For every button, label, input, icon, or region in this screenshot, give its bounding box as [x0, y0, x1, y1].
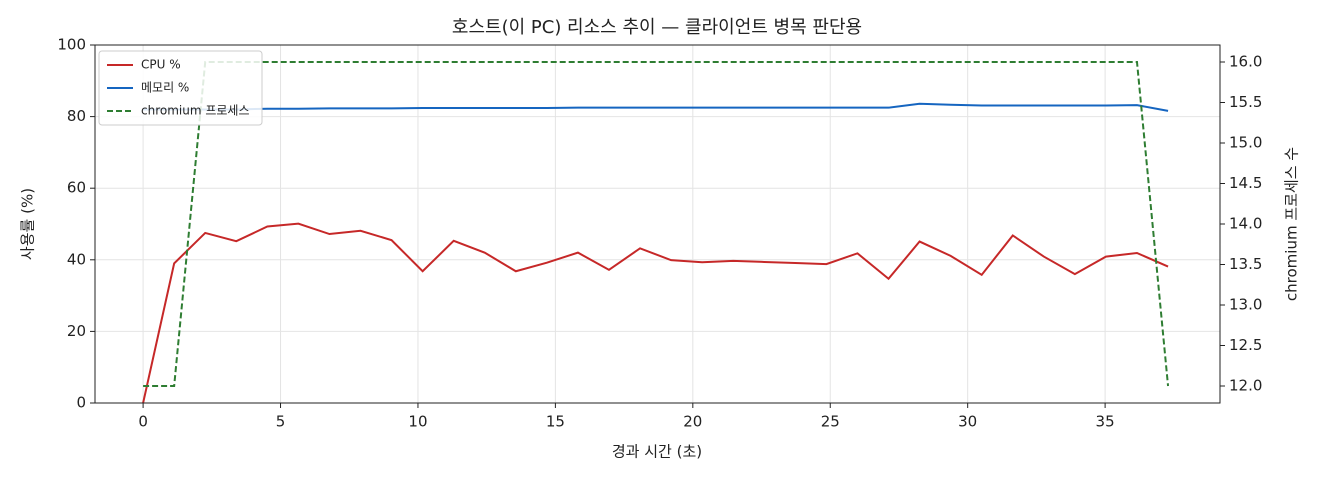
- y2-tick-label: 14.5: [1229, 174, 1262, 192]
- x-tick-label: 20: [683, 413, 702, 431]
- y-axis-label: 사용률 (%): [19, 188, 37, 260]
- x-tick-label: 15: [546, 413, 565, 431]
- legend-label: CPU %: [141, 58, 181, 72]
- plot-frame: [94, 44, 1221, 404]
- series-line: [142, 222, 1169, 404]
- legend-box: [98, 50, 263, 126]
- y-tick-label: 40: [67, 250, 86, 268]
- x-tick-label: 35: [1096, 413, 1115, 431]
- x-tick-label: 30: [958, 413, 977, 431]
- legend: CPU % 메모리 % chromium 프로세스: [98, 50, 263, 126]
- y2-tick-label: 13.0: [1229, 295, 1262, 313]
- x-tick-label: 5: [276, 413, 286, 431]
- series-line: [143, 102, 1169, 112]
- x-tick-label: 25: [821, 413, 840, 431]
- y-tick-label: 80: [67, 107, 86, 125]
- legend-label: 메모리 %: [141, 81, 189, 95]
- x-tick-label: 0: [138, 413, 148, 431]
- y2-tick-label: 12.5: [1229, 336, 1262, 354]
- y-tick-label: 60: [67, 179, 86, 197]
- y2-tick-label: 15.0: [1229, 134, 1262, 152]
- chart-title: 호스트(이 PC) 리소스 추이 — 클라이언트 병목 판단용: [452, 17, 862, 38]
- y2-tick-label: 12.0: [1229, 376, 1262, 394]
- y2-tick-label: 15.5: [1229, 93, 1262, 111]
- y2-tick-label: 13.5: [1229, 255, 1262, 273]
- y-tick-label: 20: [67, 322, 86, 340]
- x-tick-label: 10: [408, 413, 427, 431]
- y2-axis-label: chromium 프로세스 수: [1283, 147, 1301, 301]
- y2-tick-label: 14.0: [1229, 215, 1262, 233]
- y2-tick-label: 16.0: [1229, 53, 1262, 71]
- x-axis-label: 경과 시간 (초): [612, 443, 702, 461]
- series-line: [143, 61, 1170, 387]
- y-tick-label: 0: [76, 394, 86, 412]
- y-tick-label: 100: [57, 36, 86, 54]
- legend-label: chromium 프로세스: [141, 104, 250, 118]
